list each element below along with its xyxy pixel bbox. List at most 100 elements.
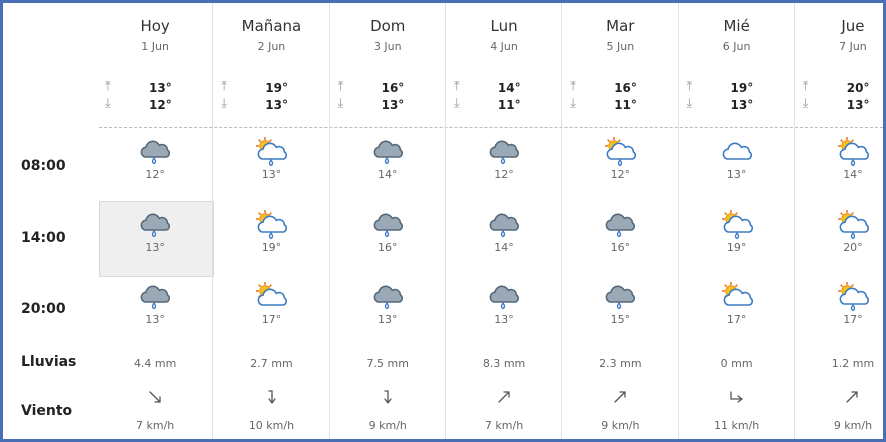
wind-speed: 10 km/h: [248, 419, 295, 432]
day-date: 1 Jun: [141, 40, 169, 53]
min-temp: 12°: [149, 98, 172, 112]
min-temp-arrow-icon: ⤓: [337, 96, 344, 111]
day-date: 4 Jun: [490, 40, 518, 53]
column-divider: [328, 3, 330, 439]
hour-slot[interactable]: 19°: [213, 210, 329, 254]
day-column[interactable]: Dom 3 Jun ⤒ ⤓ 16° 13° 14° 16° 13° 7.5 mm…: [330, 3, 446, 439]
arrow-up-down-left-icon: [268, 390, 276, 404]
min-temp-arrow-icon: ⤓: [453, 96, 460, 111]
day-column[interactable]: Mar 5 Jun ⤒ ⤓ 16° 11° 12° 16° 15° 2.3 mm…: [562, 3, 678, 439]
hour-slot[interactable]: 17°: [213, 282, 329, 326]
max-temp-arrow-icon: ⤒: [570, 79, 576, 94]
hour-temp: 19°: [261, 241, 282, 254]
selected-cell-highlight: [99, 201, 214, 277]
max-temp: 16°: [381, 81, 405, 95]
arrow-down-right-icon: [148, 391, 161, 403]
hour-slot[interactable]: 13°: [330, 282, 446, 326]
wind-direction: [562, 389, 678, 406]
day-column[interactable]: Hoy 1 Jun ⤒ ⤓ 13° 12° 12° 13° 13° 4.4 mm…: [97, 3, 213, 439]
hour-slot[interactable]: 13°: [97, 282, 213, 326]
hour-slot[interactable]: 13°: [679, 137, 795, 181]
day-name: Jue: [841, 17, 865, 35]
hour-temp: 13°: [261, 168, 282, 181]
rain-cloud-icon: [140, 285, 171, 310]
hour-temp: 19°: [726, 241, 747, 254]
rain-amount: 4.4 mm: [133, 357, 177, 370]
hour-slot[interactable]: 14°: [330, 137, 446, 181]
hour-slot[interactable]: 12°: [562, 137, 678, 181]
hour-slot[interactable]: 17°: [679, 282, 795, 326]
wind-direction: [213, 389, 329, 406]
min-temp: 11°: [614, 98, 637, 112]
rain-cloud-icon: [140, 213, 171, 238]
hour-slot[interactable]: 12°: [97, 137, 213, 181]
sun-cloud-rain-icon: [256, 137, 288, 167]
wind-speed: 7 km/h: [136, 419, 175, 432]
sun-cloud-rain-icon: [256, 210, 288, 240]
hour-slot[interactable]: 16°: [562, 210, 678, 254]
rain-cloud-icon: [373, 213, 403, 238]
column-divider: [677, 3, 679, 439]
rain-amount: 8.3 mm: [482, 357, 526, 370]
day-column[interactable]: Jue 7 Jun ⤒ ⤓ 20° 13° 14° 20° 17° 1.2 mm…: [795, 3, 883, 439]
day-column[interactable]: Mié 6 Jun ⤒ ⤓ 19° 13° 13° 19° 17° 0 mm 1…: [679, 3, 795, 439]
wind-direction: [446, 389, 562, 406]
hour-temp: 13°: [726, 168, 747, 181]
max-temp: 19°: [265, 81, 288, 95]
hour-slot[interactable]: 17°: [795, 282, 883, 326]
day-date: 2 Jun: [257, 40, 286, 53]
hour-slot[interactable]: 14°: [795, 137, 883, 181]
wind-speed: 9 km/h: [368, 419, 407, 432]
max-temp: 14°: [497, 81, 521, 95]
min-temp-arrow-icon: ⤓: [221, 96, 228, 111]
hour-slot[interactable]: 15°: [562, 282, 678, 326]
max-temp: 20°: [846, 81, 870, 95]
hour-temp: 13°: [377, 313, 398, 326]
wind-direction: [679, 389, 795, 406]
hour-temp: 16°: [377, 241, 398, 254]
day-name: Mañana: [241, 17, 302, 35]
hour-temp: 12°: [145, 168, 165, 181]
day-name: Lun: [490, 17, 518, 35]
row-label-08: 08:00: [21, 158, 66, 174]
hour-slot[interactable]: 19°: [679, 210, 795, 254]
wind-speed: 7 km/h: [484, 419, 524, 432]
hour-slot[interactable]: 20°: [795, 210, 883, 254]
hour-slot[interactable]: 13°: [213, 137, 329, 181]
min-temp: 13°: [846, 98, 870, 112]
hour-temp: 12°: [610, 168, 631, 181]
row-label-wind: Viento: [21, 403, 73, 419]
arrow-up-down-left-icon: [384, 390, 392, 404]
rain-amount: 1.2 mm: [831, 357, 875, 370]
day-column[interactable]: Mañana 2 Jun ⤒ ⤓ 19° 13° 13° 19° 17° 2.7…: [213, 3, 329, 439]
hour-slot[interactable]: 13°: [97, 210, 213, 254]
arrow-down-right-bend-icon: [730, 391, 743, 403]
day-name: Mar: [606, 17, 635, 35]
hour-slot[interactable]: 13°: [446, 282, 562, 326]
min-temp: 13°: [265, 98, 288, 112]
max-temp-arrow-icon: ⤒: [337, 79, 344, 94]
wind-speed: 9 km/h: [833, 419, 873, 432]
day-date: 5 Jun: [606, 40, 635, 53]
min-temp-arrow-icon: ⤓: [802, 96, 809, 111]
hour-slot[interactable]: 14°: [446, 210, 562, 254]
sun-cloud-icon: [721, 282, 753, 306]
sun-cloud-rain-icon: [837, 137, 869, 167]
rain-cloud-icon: [489, 140, 520, 165]
hour-temp: 20°: [843, 241, 863, 254]
arrow-up-right-icon: [614, 391, 626, 403]
max-temp-arrow-icon: ⤒: [686, 79, 693, 94]
hour-temp: 15°: [610, 313, 631, 326]
divider: [99, 127, 883, 128]
hour-slot[interactable]: 12°: [446, 137, 562, 181]
hour-slot[interactable]: 16°: [330, 210, 446, 254]
day-name: Dom: [370, 17, 406, 35]
max-temp-arrow-icon: ⤒: [221, 79, 228, 94]
day-date: 7 Jun: [839, 40, 867, 53]
hour-temp: 13°: [145, 313, 165, 326]
rain-cloud-icon: [605, 213, 636, 238]
day-date: 6 Jun: [722, 40, 751, 53]
row-label-20: 20:00: [21, 301, 66, 317]
day-column[interactable]: Lun 4 Jun ⤒ ⤓ 14° 11° 12° 14° 13° 8.3 mm…: [446, 3, 562, 439]
